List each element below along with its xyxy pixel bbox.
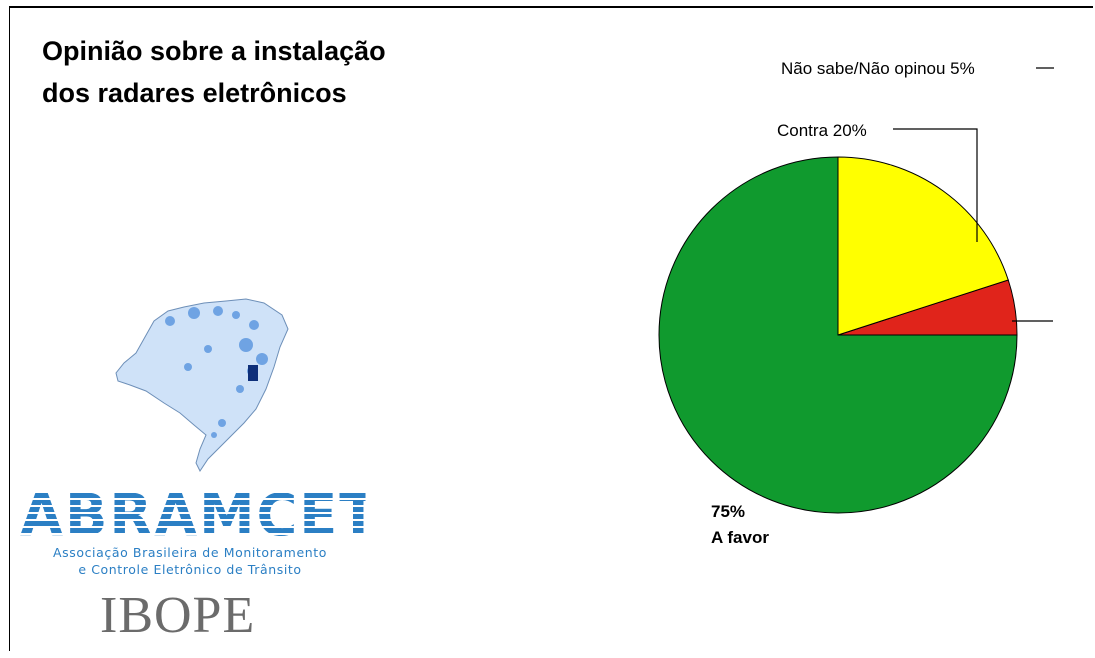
- abramcet-subtitle-line-2: e Controle Eletrônico de Trânsito: [78, 562, 302, 577]
- abramcet-wordmark: ABRAMCET: [20, 481, 380, 549]
- slice-label-against: Contra 20%: [777, 121, 867, 140]
- label-leader-lines: [893, 67, 1054, 322]
- slide-frame: [9, 6, 1093, 651]
- pie-slice-a-favor: [658, 156, 1018, 514]
- map-capital-region: [248, 365, 258, 381]
- abramcet-logo: ABRAMCET Associação Brasileira de Monito…: [20, 486, 380, 578]
- ibope-logo: IBOPE: [100, 587, 256, 644]
- pie-slices: [658, 156, 1018, 514]
- pie-slice-contra: [837, 156, 1009, 336]
- leader-line-against: [893, 128, 978, 242]
- state-map-shape: [115, 298, 289, 472]
- slice-label-dont-know: Não sabe/Não opinou 5%: [781, 59, 975, 78]
- slice-label-favor-percent: 75%: [711, 502, 745, 521]
- map-regions: [165, 306, 268, 438]
- page-title: Opinião sobre a instalação dos radares e…: [42, 36, 386, 108]
- slice-label-favor-name: A favor: [711, 528, 769, 547]
- abramcet-subtitle-line-1: Associação Brasileira de Monitoramento: [52, 545, 328, 560]
- state-map-logo: [115, 298, 289, 472]
